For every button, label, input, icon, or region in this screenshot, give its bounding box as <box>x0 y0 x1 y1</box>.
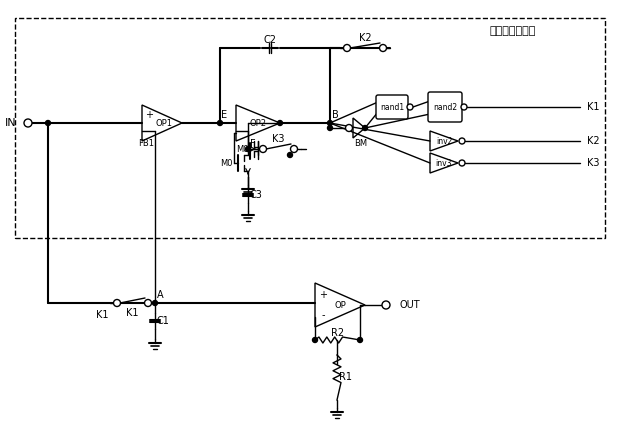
Text: C3: C3 <box>250 190 262 200</box>
FancyBboxPatch shape <box>376 95 408 119</box>
Text: K3: K3 <box>272 134 285 144</box>
Text: nand1: nand1 <box>380 103 404 112</box>
Circle shape <box>312 337 317 343</box>
Circle shape <box>278 120 283 126</box>
Text: A: A <box>157 290 163 300</box>
Text: OP2: OP2 <box>249 119 267 127</box>
Circle shape <box>461 104 467 110</box>
Circle shape <box>382 301 390 309</box>
Text: F: F <box>250 139 256 149</box>
Circle shape <box>358 337 363 343</box>
Text: K1: K1 <box>587 102 600 112</box>
Text: K2: K2 <box>587 136 600 146</box>
Circle shape <box>24 119 32 127</box>
Circle shape <box>343 45 350 52</box>
Circle shape <box>345 125 353 132</box>
Text: R2: R2 <box>331 328 344 338</box>
Text: K1: K1 <box>126 308 139 318</box>
Text: +: + <box>319 290 327 300</box>
Text: FB1: FB1 <box>138 139 154 148</box>
Circle shape <box>459 160 465 166</box>
Text: inv3: inv3 <box>436 158 452 168</box>
Text: OP: OP <box>334 301 346 310</box>
Text: R1: R1 <box>339 372 352 382</box>
Text: 高精度峰值检测: 高精度峰值检测 <box>490 26 536 36</box>
Circle shape <box>153 301 157 306</box>
Circle shape <box>407 104 413 110</box>
Text: K3: K3 <box>587 158 600 168</box>
Text: inv2: inv2 <box>436 136 452 145</box>
Circle shape <box>113 300 120 307</box>
Text: B: B <box>332 110 339 120</box>
Circle shape <box>246 146 250 152</box>
Circle shape <box>291 145 298 152</box>
Text: OUT: OUT <box>400 300 420 310</box>
Text: E: E <box>221 110 227 120</box>
Circle shape <box>144 300 151 307</box>
Text: M0: M0 <box>236 145 248 155</box>
Text: C1: C1 <box>157 316 169 326</box>
Circle shape <box>459 138 465 144</box>
FancyBboxPatch shape <box>428 92 462 122</box>
Circle shape <box>288 152 293 158</box>
Text: BM: BM <box>355 139 368 149</box>
Text: C2: C2 <box>264 35 277 45</box>
Circle shape <box>45 120 50 126</box>
Circle shape <box>260 145 267 152</box>
Text: M0: M0 <box>219 158 232 168</box>
Text: -: - <box>148 126 151 136</box>
Text: IN: IN <box>4 118 16 128</box>
Text: +: + <box>145 110 153 120</box>
Text: OP1: OP1 <box>156 119 172 127</box>
Circle shape <box>327 126 332 130</box>
Text: K2: K2 <box>359 33 371 43</box>
Text: -: - <box>321 310 325 320</box>
Text: nand2: nand2 <box>433 103 457 112</box>
Circle shape <box>379 45 386 52</box>
Circle shape <box>218 120 223 126</box>
Text: K1: K1 <box>95 310 108 320</box>
Circle shape <box>363 126 368 130</box>
Circle shape <box>327 120 332 126</box>
